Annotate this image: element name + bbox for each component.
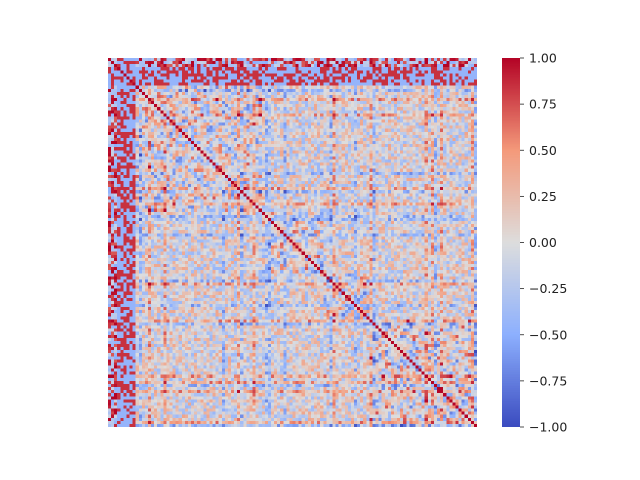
colorbar-tick-label: −1.00 xyxy=(529,420,567,435)
colorbar-tick-label: 0.50 xyxy=(529,143,557,158)
colorbar-tick-label: 0.75 xyxy=(529,97,557,112)
colorbar-tick-label: −0.25 xyxy=(529,281,567,296)
colorbar-gradient xyxy=(502,58,520,427)
colorbar-tick-label: 1.00 xyxy=(529,51,557,66)
heatmap-matrix xyxy=(108,58,477,427)
colorbar-tick-label: 0.00 xyxy=(529,235,557,250)
colorbar-tick-label: 0.25 xyxy=(529,189,557,204)
colorbar-tick-label: −0.50 xyxy=(529,327,567,342)
colorbar-tick-label: −0.75 xyxy=(529,373,567,388)
